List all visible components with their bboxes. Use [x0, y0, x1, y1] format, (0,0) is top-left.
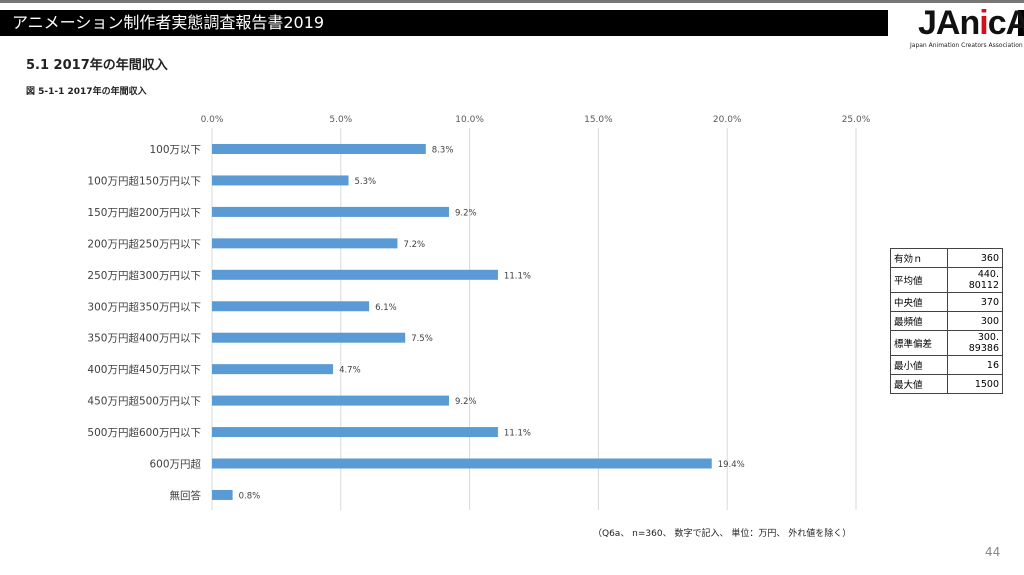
category-label: 250万円超300万円以下 [87, 269, 201, 282]
bar [212, 458, 712, 469]
figure-title: 図 5-1-1 2017年の年間収入 [26, 87, 147, 97]
stats-value: 440. 80112 [947, 267, 1003, 293]
bar [212, 206, 449, 217]
category-label: 400万円超450万円以下 [87, 363, 201, 376]
data-label: 0.8% [239, 491, 261, 501]
data-label: 11.1% [504, 271, 531, 281]
category-label: 200万円超250万円以下 [87, 237, 201, 250]
stats-value: 360 [947, 248, 1003, 268]
stats-label: 平均値 [890, 267, 948, 293]
stats-row: 標準偏差 300. 89386 [890, 330, 1003, 356]
stats-row: 最大値 1500 [890, 374, 1003, 394]
header-band [0, 10, 1024, 36]
stats-value: 300 [947, 311, 1003, 331]
data-label: 5.3% [355, 177, 377, 187]
stats-row: 中央値 370 [890, 292, 1003, 312]
stats-value: 16 [947, 355, 1003, 375]
category-label: 無回答 [170, 489, 202, 502]
category-label: 100万以下 [149, 144, 201, 156]
data-label: 19.4% [718, 460, 745, 470]
data-label: 9.2% [455, 208, 477, 218]
stats-label: 最大値 [890, 374, 948, 394]
stats-row: 最小値 16 [890, 355, 1003, 375]
data-label: 8.3% [432, 146, 454, 156]
data-label: 4.7% [339, 366, 361, 376]
stats-row: 有効ｎ 360 [890, 248, 1003, 268]
stats-value: 370 [947, 292, 1003, 312]
category-label: 600万円超 [149, 458, 201, 471]
category-label: 450万円超500万円以下 [87, 395, 201, 408]
bar [212, 395, 449, 406]
x-tick-label: 20.0% [713, 115, 742, 125]
stats-row: 最頻値 300 [890, 311, 1003, 331]
bar [212, 144, 426, 154]
category-label: 150万円超200万円以下 [87, 206, 201, 219]
bar [212, 238, 398, 249]
top-rule [0, 0, 1024, 3]
bar [212, 175, 349, 186]
x-tick-label: 25.0% [842, 115, 871, 125]
bar [212, 332, 406, 343]
category-label: 300万円超350万円以下 [87, 300, 201, 313]
stats-row: 平均値 440. 80112 [890, 267, 1003, 293]
bar [212, 364, 334, 375]
stats-value: 1500 [947, 374, 1003, 394]
category-label: 350万円超400万円以下 [87, 332, 201, 345]
report-title: アニメーション制作者実態調査報告書2019 [12, 13, 325, 32]
stats-label: 中央値 [890, 292, 948, 312]
data-label: 11.1% [504, 429, 531, 439]
section-title: 5.1 2017年の年間収入 [26, 58, 168, 73]
x-tick-label: 0.0% [201, 115, 224, 125]
chart-note: （Q6a、 n=360、 数字で記入、 単位：万円、 外れ値を除く） [593, 529, 852, 539]
category-label: 500万円超600万円以下 [87, 426, 201, 439]
stats-label: 標準偏差 [890, 330, 948, 356]
data-label: 6.1% [375, 303, 397, 313]
bar [212, 269, 498, 280]
stats-label: 有効ｎ [890, 248, 948, 268]
x-tick-label: 10.0% [455, 115, 484, 125]
stats-label: 最小値 [890, 355, 948, 375]
data-label: 7.2% [403, 240, 425, 250]
stats-label: 最頻値 [890, 311, 948, 331]
stats-value: 300. 89386 [947, 330, 1003, 356]
bar [212, 427, 498, 438]
bar [212, 489, 233, 500]
logo-subtitle: Japan Animation Creators Association [910, 42, 1023, 49]
data-label: 9.2% [455, 397, 477, 407]
logo-wordmark: JAnicA [918, 4, 1024, 42]
bar [212, 301, 370, 312]
page-number: 44 [985, 545, 1001, 559]
x-tick-label: 15.0% [584, 115, 613, 125]
x-tick-label: 5.0% [329, 115, 352, 125]
janica-logo: JAnicA Japan Animation Creators Associat… [888, 4, 1024, 50]
stats-table: 有効ｎ 360 平均値 440. 80112 中央値 370 最頻値 300 標準偏差 300. … [890, 248, 1003, 394]
category-label: 100万円超150万円以下 [87, 174, 201, 187]
data-label: 7.5% [411, 334, 433, 344]
